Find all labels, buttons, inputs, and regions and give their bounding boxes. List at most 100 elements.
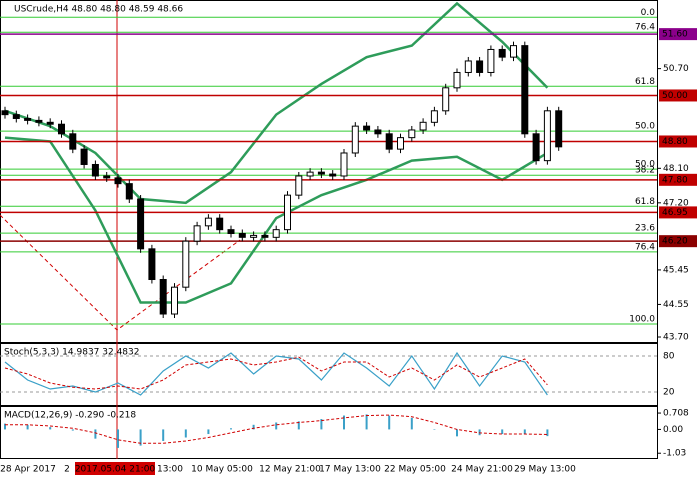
candle: [295, 175, 303, 196]
candle: [159, 279, 167, 315]
fib-label: 61.8: [635, 197, 655, 207]
candle: [238, 232, 246, 238]
macd-bar: [523, 429, 526, 435]
macd-bar: [275, 422, 278, 430]
candle: [216, 217, 224, 231]
candle: [363, 125, 371, 131]
macd-bar: [71, 429, 74, 431]
y-tick-label: 43.70: [663, 333, 689, 343]
y-tick-label: 48.10: [663, 164, 689, 174]
x-tick-label: 13:00: [157, 465, 183, 475]
candle: [24, 117, 32, 121]
y-tick-label: 0.708: [663, 409, 689, 419]
cursor-box: [75, 462, 155, 475]
macd-bar: [26, 424, 29, 430]
x-tick-label: 17 May 13:00: [319, 465, 381, 475]
macd-label: MACD(12,26,9) -0.290 -0.218: [4, 411, 136, 421]
candle: [317, 171, 325, 175]
candle: [12, 114, 20, 119]
candle: [521, 45, 529, 135]
x-tick-label: 24 May 21:00: [451, 465, 513, 475]
candle: [329, 173, 337, 177]
macd-bar: [478, 429, 481, 436]
candle: [442, 87, 450, 112]
x-tick-label: 2: [64, 465, 70, 475]
stoch-d: [4, 356, 548, 390]
candle: [498, 48, 506, 58]
macd-bar: [410, 417, 413, 430]
candle: [137, 198, 145, 250]
candle: [204, 217, 212, 227]
trend-line: [0, 214, 241, 331]
y-tick-label: 44.55: [663, 300, 689, 310]
stoch-label: Stoch(5,3,3) 14.9837 32.4832: [4, 348, 139, 358]
level-box: [659, 135, 697, 148]
candle: [510, 45, 517, 58]
macd-frame: [0, 406, 658, 459]
candle: [250, 234, 258, 238]
x-tick-label: 12 May 21:00: [259, 465, 321, 475]
candle: [385, 133, 393, 150]
candle: [408, 129, 416, 139]
macd-bar: [501, 429, 504, 435]
macd-bar: [433, 429, 436, 430]
candle: [374, 129, 382, 135]
candle: [171, 286, 178, 315]
macd-bar: [139, 429, 142, 446]
level-box: [659, 235, 697, 248]
macd-bar: [252, 424, 255, 430]
candle: [351, 125, 359, 154]
level-box: [659, 28, 697, 41]
candle: [476, 60, 484, 73]
level-box: [659, 206, 697, 219]
level-label: 48.80: [662, 137, 688, 147]
level-label: 51.60: [662, 30, 688, 40]
candle: [125, 183, 133, 200]
fib-label: 76.4: [635, 23, 655, 33]
macd-bar: [546, 429, 549, 437]
macd-bar: [320, 419, 323, 430]
candle: [80, 148, 88, 165]
candle: [261, 234, 269, 238]
macd-bar: [388, 415, 391, 430]
y-tick-label: 80: [663, 352, 675, 362]
macd-bar: [4, 423, 6, 430]
macd-bar: [297, 421, 300, 430]
macd-bar: [230, 428, 232, 430]
main-frame: [0, 0, 658, 343]
macd-bar: [207, 429, 210, 435]
fib-label: 61.8: [635, 77, 655, 87]
y-tick-label: -1.03: [663, 449, 686, 459]
candle: [272, 229, 280, 238]
candle: [284, 194, 291, 231]
y-tick-label: 20: [663, 388, 675, 398]
macd-bar: [456, 429, 458, 437]
y-tick-label: 47.20: [663, 198, 689, 208]
y-tick-label: 45.45: [663, 265, 689, 275]
candle: [555, 110, 563, 148]
level-box: [659, 173, 697, 186]
macd-bar: [365, 414, 368, 430]
macd-bar: [184, 429, 187, 438]
band-lower: [4, 136, 549, 304]
fib-label: 50.0: [635, 160, 655, 170]
candle: [182, 240, 190, 288]
y-tick-label: 0.00: [663, 425, 683, 435]
x-tick-label: 22 May 05:00: [384, 465, 446, 475]
level-label: 47.80: [662, 175, 688, 185]
fib-label: 100.0: [629, 314, 655, 324]
fib-label: 0.0: [641, 8, 656, 18]
candle: [397, 137, 404, 150]
candle: [419, 121, 427, 131]
level-box: [659, 89, 697, 102]
candle: [69, 133, 77, 150]
stoch-frame: [0, 343, 658, 406]
candle: [114, 177, 122, 185]
band-upper: [4, 1, 549, 205]
x-tick-label: 10 May 05:00: [191, 465, 253, 475]
macd-bar: [94, 429, 97, 439]
fib-label: 76.4: [635, 242, 655, 252]
fib-label: 38.2: [635, 166, 655, 176]
x-tick-label: 29 May 13:00: [514, 465, 576, 475]
